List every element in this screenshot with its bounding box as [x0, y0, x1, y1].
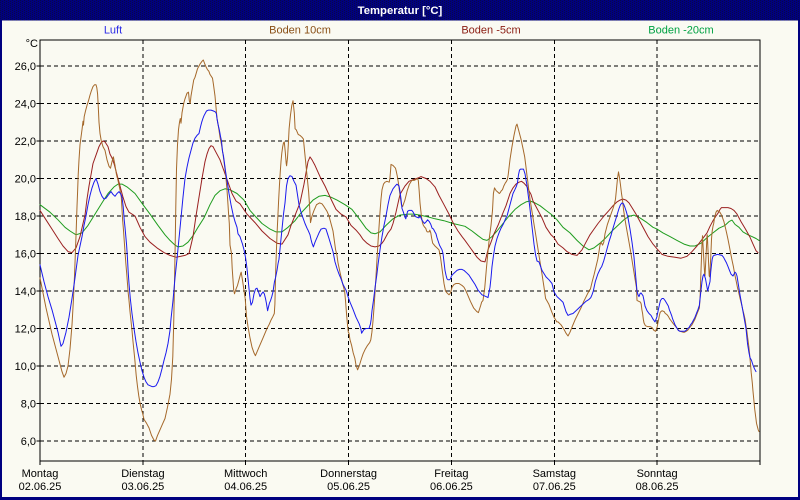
svg-text:Luft: Luft — [104, 25, 122, 37]
svg-text:Boden 10cm: Boden 10cm — [269, 25, 331, 37]
svg-text:16,0: 16,0 — [15, 249, 36, 261]
svg-text:07.06.25: 07.06.25 — [533, 481, 576, 493]
svg-text:Freitag: Freitag — [434, 468, 468, 480]
svg-text:6,0: 6,0 — [21, 436, 36, 448]
svg-text:Boden -20cm: Boden -20cm — [648, 25, 713, 37]
svg-text:Mittwoch: Mittwoch — [224, 468, 267, 480]
svg-text:03.06.25: 03.06.25 — [121, 481, 164, 493]
svg-text:Donnerstag: Donnerstag — [320, 468, 377, 480]
svg-text:Sonntag: Sonntag — [637, 468, 678, 480]
svg-text:02.06.25: 02.06.25 — [19, 481, 62, 493]
svg-text:Dienstag: Dienstag — [121, 468, 164, 480]
svg-text:°C: °C — [26, 38, 38, 50]
svg-text:06.06.25: 06.06.25 — [430, 481, 473, 493]
svg-text:8,0: 8,0 — [21, 399, 36, 411]
svg-text:04.06.25: 04.06.25 — [224, 481, 267, 493]
svg-text:08.06.25: 08.06.25 — [636, 481, 679, 493]
svg-text:18,0: 18,0 — [15, 211, 36, 223]
svg-text:05.06.25: 05.06.25 — [327, 481, 370, 493]
svg-text:20,0: 20,0 — [15, 174, 36, 186]
svg-text:Montag: Montag — [22, 468, 59, 480]
svg-text:12,0: 12,0 — [15, 324, 36, 336]
svg-text:Temperatur [°C]: Temperatur [°C] — [358, 5, 443, 17]
svg-text:26,0: 26,0 — [15, 61, 36, 73]
svg-text:24,0: 24,0 — [15, 99, 36, 111]
svg-text:Boden -5cm: Boden -5cm — [461, 25, 520, 37]
svg-text:10,0: 10,0 — [15, 361, 36, 373]
svg-text:22,0: 22,0 — [15, 136, 36, 148]
svg-text:Samstag: Samstag — [533, 468, 576, 480]
svg-text:14,0: 14,0 — [15, 286, 36, 298]
